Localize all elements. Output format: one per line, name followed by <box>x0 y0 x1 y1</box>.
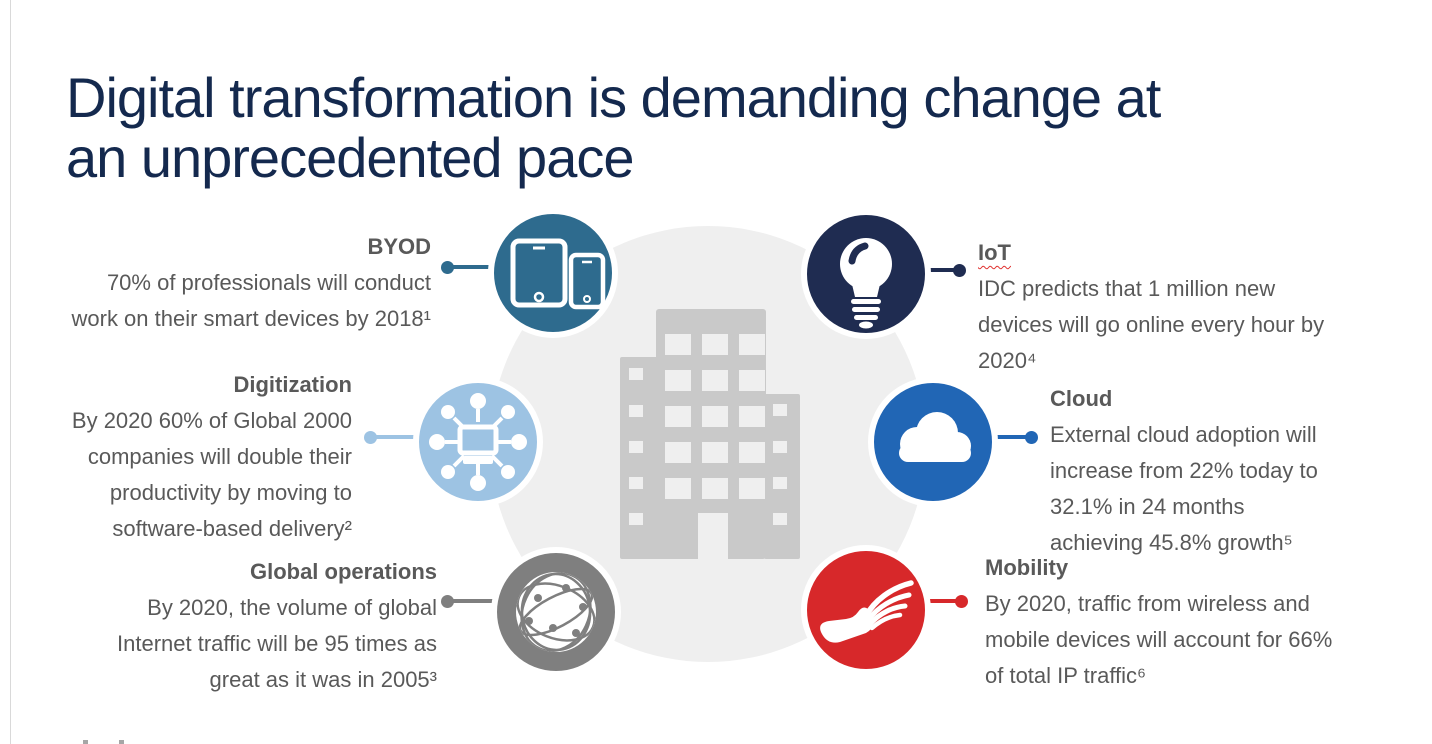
mobility-connector-dot <box>955 595 968 608</box>
globe-network-icon <box>516 572 596 652</box>
iot-connector-line <box>920 268 960 272</box>
cloud-circle <box>868 377 998 507</box>
digitization-text-block: Digitization By 2020 60% of Global 2000 … <box>72 367 352 547</box>
mobility-label: Mobility <box>985 555 1069 580</box>
footnote-fragment <box>119 740 124 744</box>
byod-label: BYOD <box>367 234 431 259</box>
byod-connector-dot <box>441 261 454 274</box>
slide-left-border <box>10 0 11 744</box>
cloud-label: Cloud <box>1050 386 1113 411</box>
footnote-fragment <box>83 740 88 744</box>
global-operations-connector-dot <box>441 595 454 608</box>
global-operations-description: By 2020, the volume of global Internet t… <box>117 595 437 692</box>
iot-label: IoT <box>978 235 1324 271</box>
mobility-circle <box>801 545 931 675</box>
cloud-icon <box>899 412 971 462</box>
byod-description: 70% of professionals will conduct work o… <box>71 270 432 331</box>
slide-title: Digital transformation is demanding chan… <box>66 65 1161 189</box>
mobility-text-block: Mobility By 2020, traffic from wireless … <box>985 550 1332 694</box>
winged-shoe-icon <box>820 580 914 643</box>
iot-text-block: IoT IDC predicts that 1 million new devi… <box>978 235 1324 379</box>
cloud-connector-line <box>990 435 1032 439</box>
iot-circle <box>801 209 931 339</box>
global-operations-label: Global operations <box>249 559 437 584</box>
iot-description: IDC predicts that 1 million new devices … <box>978 276 1325 373</box>
lightbulb-icon <box>840 238 892 329</box>
iot-label-spellcheck: IoT <box>978 240 1011 265</box>
global-operations-circle <box>491 547 621 677</box>
digitization-circle <box>413 377 543 507</box>
digitization-connector-dot <box>364 431 377 444</box>
iot-connector-dot <box>953 264 966 277</box>
byod-text-block: BYOD 70% of professionals will conduct w… <box>72 229 432 337</box>
mobility-connector-line <box>920 599 962 603</box>
global-operations-connector-line <box>448 599 500 603</box>
digitization-description: By 2020 60% of Global 2000 companies wil… <box>71 408 352 541</box>
byod-connector-line <box>448 265 498 269</box>
global-operations-text-block: Global operations By 2020, the volume of… <box>117 554 437 698</box>
cloud-description: External cloud adoption will increase fr… <box>1050 422 1318 555</box>
office-building-icon <box>620 309 800 559</box>
network-hub-icon <box>429 393 527 491</box>
byod-circle <box>488 208 618 338</box>
mobility-description: By 2020, traffic from wireless and mobil… <box>985 591 1333 688</box>
tablet-phone-icon <box>510 238 606 310</box>
digitization-connector-line <box>371 435 423 439</box>
digitization-label: Digitization <box>233 372 352 397</box>
cloud-connector-dot <box>1025 431 1038 444</box>
cloud-text-block: Cloud External cloud adoption will incre… <box>1050 381 1318 561</box>
